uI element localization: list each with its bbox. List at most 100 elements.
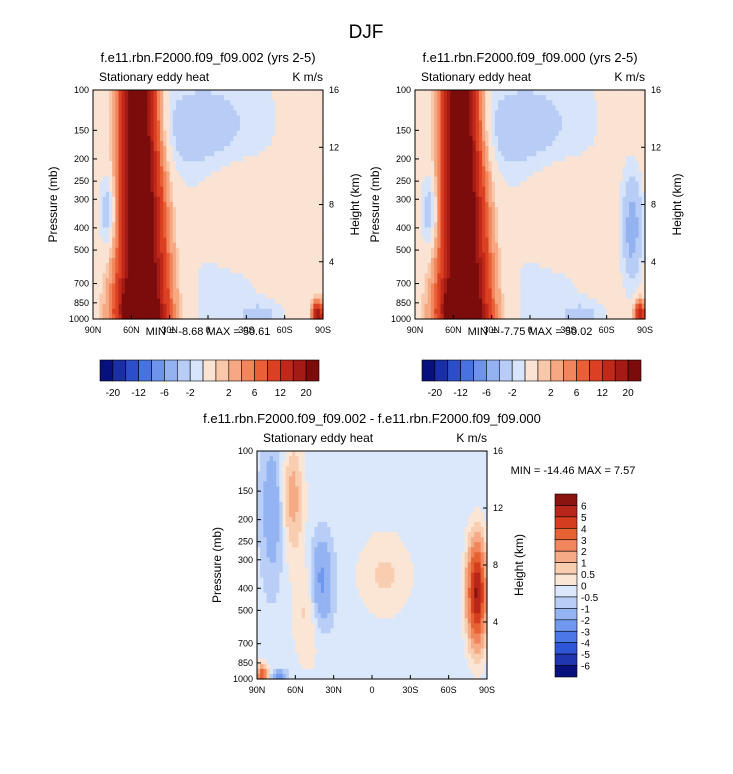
heat-cell: [453, 105, 458, 111]
heat-cell: [319, 257, 324, 264]
heat-cell: [482, 273, 486, 279]
heat-cell: [482, 110, 486, 117]
heat-cell: [192, 273, 196, 279]
heat-cell: [179, 105, 184, 111]
heat-cell: [246, 161, 251, 167]
heat-cell: [316, 273, 321, 279]
heat-cell: [172, 161, 177, 167]
heat-cell: [313, 252, 318, 259]
heat-cell: [450, 288, 454, 295]
heat-cell: [166, 120, 171, 127]
heat-cell: [211, 120, 215, 127]
heat-cell: [268, 186, 273, 193]
heat-cell: [96, 201, 100, 208]
heat-cell: [249, 95, 254, 101]
heat-cell: [265, 125, 270, 132]
heat-cell: [526, 227, 531, 234]
heat-cell: [121, 278, 126, 284]
heat-cell: [182, 288, 187, 295]
heat-cell: [115, 273, 120, 279]
heat-cell: [124, 227, 129, 234]
heat-cell: [230, 242, 235, 249]
x-tick-label: 90S: [315, 325, 331, 335]
heat-cell: [223, 125, 228, 132]
heat-cell: [275, 212, 279, 218]
heat-cell: [437, 212, 442, 218]
heat-cell: [246, 303, 251, 310]
heat-cell: [220, 186, 225, 193]
heat-cell: [427, 222, 432, 228]
heat-cell: [188, 207, 193, 213]
heat-cell: [278, 90, 283, 96]
heat-cell: [526, 140, 531, 147]
heat-cell: [316, 130, 321, 137]
heat-cell: [169, 181, 174, 188]
heat-cell: [494, 207, 499, 213]
heat-cell: [121, 273, 126, 279]
heat-cell: [418, 257, 422, 264]
heat-cell: [112, 308, 116, 315]
heat-cell: [204, 252, 209, 259]
heat-cell: [520, 151, 525, 157]
heat-cell: [176, 293, 180, 300]
heat-cell: [430, 110, 435, 117]
heat-cell: [459, 298, 464, 305]
heat-cell: [265, 242, 270, 249]
heat-cell: [220, 232, 225, 239]
heat-cell: [459, 201, 464, 208]
heat-cell: [418, 130, 422, 137]
heat-cell: [297, 278, 302, 284]
heat-cell: [488, 110, 493, 117]
heat-cell: [198, 283, 203, 290]
heat-cell: [93, 227, 97, 234]
heat-cell: [415, 222, 419, 228]
heat-cell: [262, 293, 267, 300]
heat-cell: [271, 151, 276, 157]
heat-cell: [284, 207, 289, 213]
heat-cell: [530, 201, 534, 208]
heat-cell: [278, 227, 283, 234]
heat-cell: [115, 313, 120, 320]
heat-cell: [220, 151, 225, 157]
heat-cell: [185, 298, 190, 305]
heat-cell: [271, 283, 276, 290]
heat-cell: [192, 100, 196, 106]
heat-cell: [278, 130, 283, 137]
heat-cell: [316, 252, 321, 259]
heat-cell: [204, 130, 209, 137]
heat-cell: [430, 237, 435, 244]
heat-cell: [124, 181, 129, 188]
heat-cell: [517, 217, 522, 223]
heat-cell: [153, 247, 158, 254]
heat-cell: [239, 227, 244, 234]
heat-cell: [303, 201, 308, 208]
heat-cell: [494, 293, 499, 300]
heat-cell: [427, 161, 432, 167]
heat-cell: [131, 181, 136, 188]
heat-cell: [156, 222, 161, 228]
heat-cell: [297, 145, 302, 152]
heat-cell: [211, 145, 215, 152]
heat-cell: [198, 140, 203, 147]
heat-cell: [510, 135, 515, 142]
heat-cell: [96, 145, 100, 152]
heat-cell: [239, 90, 244, 96]
heat-cell: [195, 283, 200, 290]
heat-cell: [176, 288, 180, 295]
heat-cell: [278, 298, 283, 305]
heat-cell: [287, 237, 292, 244]
heat-cell: [134, 166, 139, 173]
heat-cell: [140, 151, 145, 157]
heat-cell: [523, 212, 528, 218]
heat-cell: [214, 247, 219, 254]
heat-cell: [124, 217, 129, 223]
heat-cell: [172, 222, 177, 228]
heat-cell: [179, 156, 184, 162]
heat-cell: [214, 100, 219, 106]
heat-cell: [172, 181, 177, 188]
heat-cell: [478, 105, 483, 111]
heat-cell: [195, 100, 200, 106]
heat-cell: [108, 293, 113, 300]
heat-cell: [262, 263, 267, 269]
heat-cell: [223, 227, 228, 234]
